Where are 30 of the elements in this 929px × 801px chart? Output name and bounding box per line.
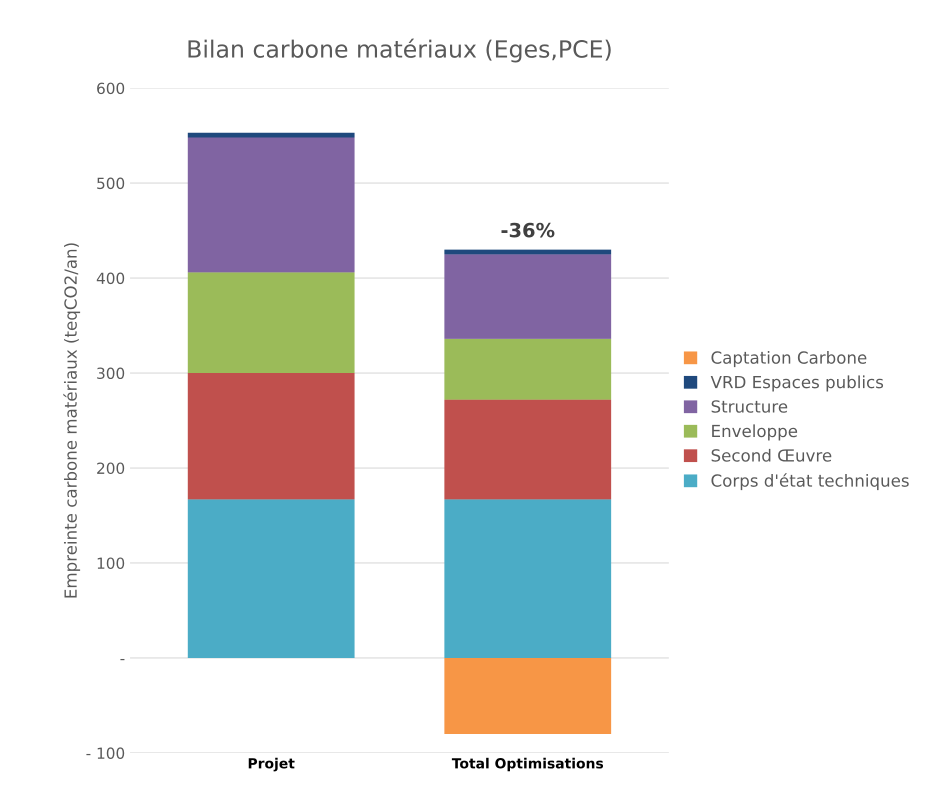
bar [444, 499, 612, 658]
bar [444, 338, 612, 400]
y-tick-label: 200 [97, 462, 124, 474]
legend-label: Structure [712, 400, 788, 413]
x-tick-label: Total Optimisations [452, 758, 604, 772]
y-axis-title: Empreinte carbone matériaux (teqCO2/an) [63, 243, 80, 598]
legend-label: Second Œuvre [712, 448, 832, 462]
bar [188, 373, 355, 500]
legend-label: Enveloppe [712, 424, 798, 440]
bar [444, 658, 612, 734]
legend-label: Captation Carbone [711, 350, 866, 368]
y-tick-label: 300 [97, 368, 124, 380]
bar [188, 132, 355, 138]
legend-label: VRD Espaces publics [710, 375, 884, 392]
bar [444, 254, 612, 339]
y-tick-label: - 100 [86, 747, 124, 759]
annotation: -36% [502, 222, 554, 238]
bar [444, 400, 612, 500]
legend-label: Corps d'état techniques [711, 473, 909, 490]
x-tick-label: Projet [248, 758, 295, 772]
chart-title: Bilan carbone matériaux (Eges,PCE) [188, 38, 611, 62]
y-tick-label: 100 [98, 557, 124, 570]
bar [188, 272, 355, 374]
y-tick-label: 500 [97, 178, 124, 190]
y-tick-label: 400 [96, 272, 124, 284]
y-tick-label: 600 [97, 82, 124, 94]
bar [444, 250, 612, 254]
y-tick-label: - [120, 658, 124, 660]
bar [188, 137, 355, 272]
bar [188, 499, 355, 658]
